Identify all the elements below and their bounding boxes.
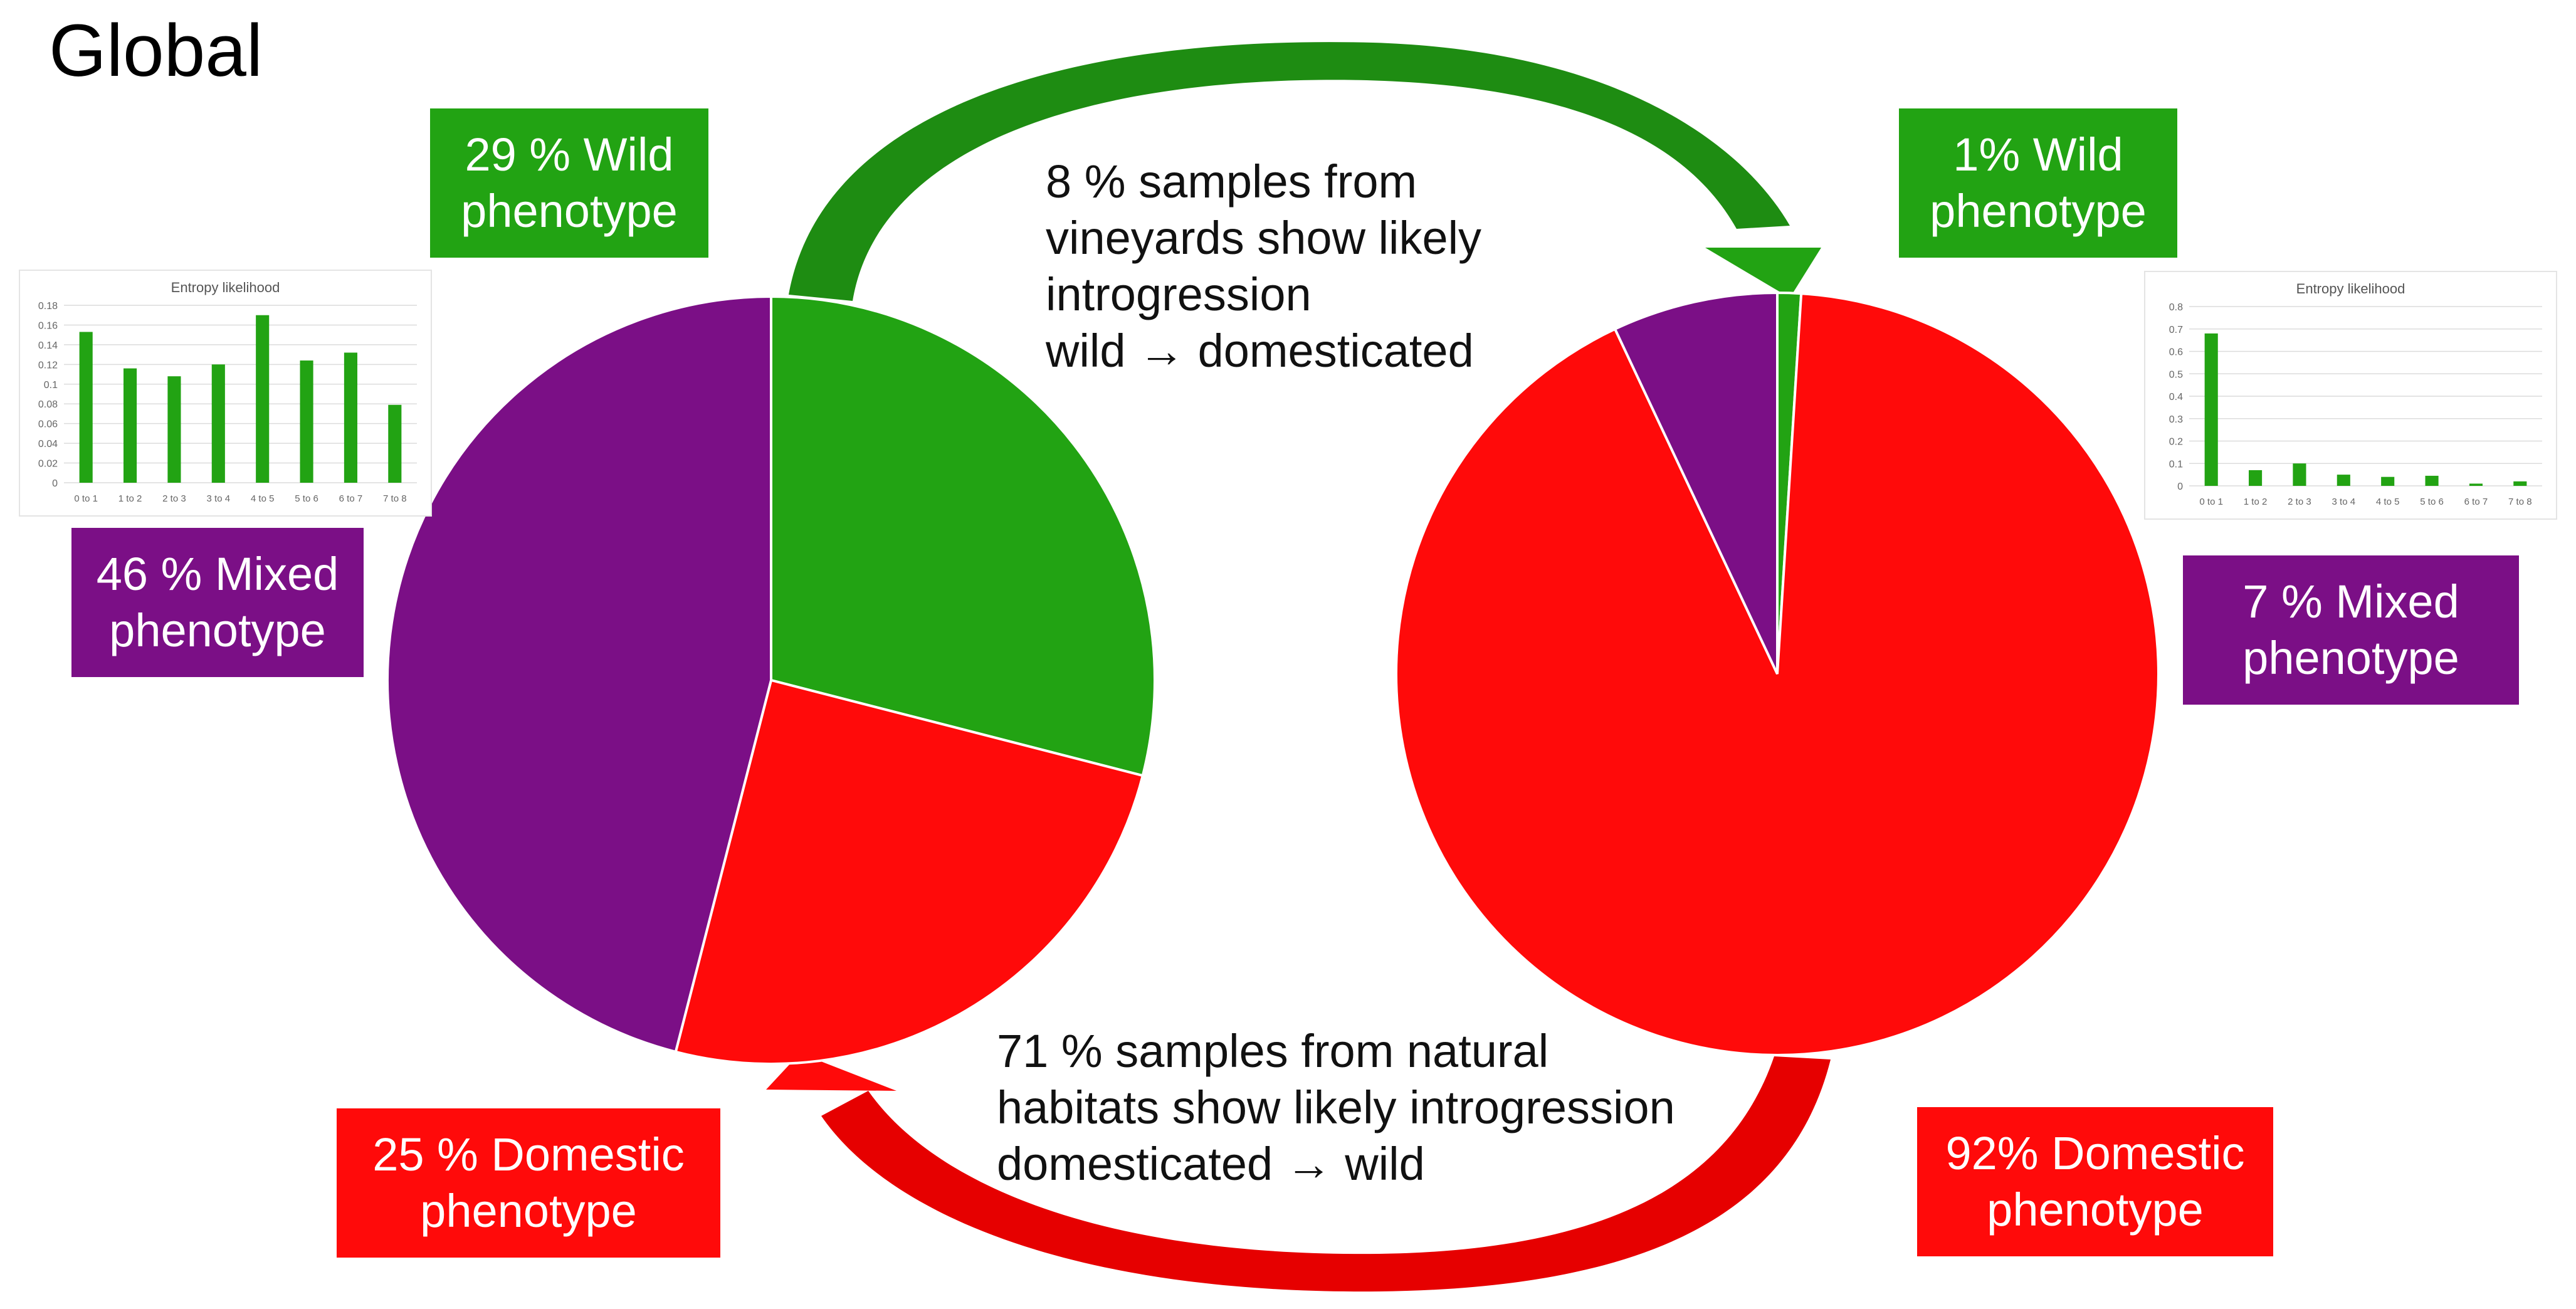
note-line: introgression <box>1046 268 1312 320</box>
label-line: 29 % Wild <box>465 129 674 181</box>
bar-7-to-8 <box>2513 481 2527 486</box>
bar-5-to-6 <box>2425 475 2439 486</box>
pie-chart-vineyards <box>1395 291 2160 1056</box>
arrow-top-body <box>789 42 1790 301</box>
x-tick-label: 7 to 8 <box>383 493 407 504</box>
label-line: phenotype <box>1930 185 2147 237</box>
label-line: 46 % Mixed <box>96 548 339 600</box>
x-tick-label: 3 to 4 <box>207 493 231 504</box>
x-tick-label: 1 to 2 <box>2244 497 2268 507</box>
bar-1-to-2 <box>124 368 137 483</box>
y-tick-label: 0.8 <box>2169 302 2183 313</box>
pie-slice-mixed-phenotype <box>1613 291 1779 675</box>
y-tick-label: 0 <box>2177 481 2183 492</box>
y-tick-label: 0.5 <box>2169 369 2183 380</box>
y-tick-label: 0.18 <box>38 301 58 312</box>
x-tick-label: 4 to 5 <box>2376 497 2400 507</box>
figure-title: Global <box>49 9 263 92</box>
y-tick-label: 0.3 <box>2169 414 2183 425</box>
y-tick-label: 0.16 <box>38 320 58 331</box>
y-tick-label: 0.14 <box>38 340 58 351</box>
note-line: vineyards show likely <box>1046 212 1482 264</box>
note-line: wild → domesticated <box>1046 325 1474 377</box>
pie-slice-mixed-phenotype <box>386 295 772 1054</box>
bar-7-to-8 <box>388 404 402 483</box>
right-domestic-label: 92% Domestic phenotype <box>1917 1107 2273 1256</box>
label-line: 25 % Domestic <box>372 1128 685 1180</box>
right-wild-label: 1% Wild phenotype <box>1899 108 2177 258</box>
note-line: habitats show likely introgression <box>997 1081 1675 1133</box>
bar-5-to-6 <box>300 360 313 483</box>
bar-0-to-1 <box>2204 333 2218 486</box>
label-line: phenotype <box>2242 632 2459 684</box>
y-tick-label: 0.08 <box>38 399 58 410</box>
note-line: 8 % samples from <box>1046 155 1417 208</box>
x-tick-label: 2 to 3 <box>162 493 186 504</box>
x-tick-label: 0 to 1 <box>74 493 98 504</box>
pie-slice-domestic-phenotype <box>1395 292 2160 1056</box>
label-line: phenotype <box>420 1185 637 1237</box>
entropy-chart-left: Entropy likelihood 0 0.02 0.04 0.06 0.08 0.1 0.… <box>19 270 432 517</box>
x-tick-label: 1 to 2 <box>118 493 142 504</box>
note-line: 71 % samples from natural <box>997 1025 1549 1077</box>
bar-2-to-3 <box>167 376 181 483</box>
x-tick-label: 6 to 7 <box>339 493 363 504</box>
bar-6-to-7 <box>2469 483 2483 486</box>
y-tick-label: 0.12 <box>38 360 58 371</box>
bar-2-to-3 <box>2293 463 2306 486</box>
y-tick-label: 0 <box>52 478 58 489</box>
left-domestic-label: 25 % Domestic phenotype <box>337 1108 720 1258</box>
y-tick-label: 0.1 <box>44 380 58 391</box>
arrow-top-head <box>1705 248 1821 298</box>
x-tick-label: 3 to 4 <box>2332 497 2356 507</box>
x-tick-label: 4 to 5 <box>251 493 275 504</box>
y-tick-label: 0.7 <box>2169 325 2183 335</box>
bar-6-to-7 <box>344 352 357 483</box>
mini-chart-title: Entropy likelihood <box>2296 281 2405 297</box>
x-tick-label: 2 to 3 <box>2288 497 2311 507</box>
x-tick-label: 7 to 8 <box>2508 497 2532 507</box>
label-line: 1% Wild <box>1953 129 2123 181</box>
y-tick-label: 0.6 <box>2169 347 2183 358</box>
label-line: phenotype <box>109 604 326 656</box>
note-line: domesticated → wild <box>997 1138 1425 1190</box>
bar-0-to-1 <box>79 332 93 483</box>
x-tick-label: 0 to 1 <box>2199 497 2223 507</box>
y-tick-label: 0.4 <box>2169 392 2183 402</box>
arrow-bottom-body <box>821 1056 1831 1292</box>
pie-slice-wild-phenotype <box>770 295 1156 777</box>
bar-3-to-4 <box>211 364 225 483</box>
y-tick-label: 0.04 <box>38 439 58 449</box>
note-natural-habitats-introgression: 71 % samples from natural habitats show … <box>997 1023 1675 1192</box>
label-line: 92% Domestic <box>1945 1127 2245 1179</box>
label-line: 7 % Mixed <box>2242 576 2459 628</box>
x-tick-label: 5 to 6 <box>2420 497 2444 507</box>
arrow-wild-to-domesticated <box>789 42 1821 301</box>
x-tick-label: 5 to 6 <box>295 493 318 504</box>
y-tick-label: 0.06 <box>38 419 58 430</box>
mini-chart-title: Entropy likelihood <box>171 280 280 295</box>
y-tick-label: 0.1 <box>2169 459 2183 470</box>
pie-chart-natural-habitats <box>386 295 1156 1065</box>
right-mixed-label: 7 % Mixed phenotype <box>2183 555 2519 705</box>
label-line: phenotype <box>1987 1184 2204 1236</box>
left-wild-label: 29 % Wild phenotype <box>430 108 708 258</box>
note-vineyards-introgression: 8 % samples from vineyards show likely i… <box>1046 154 1481 379</box>
x-tick-label: 6 to 7 <box>2464 497 2488 507</box>
left-mixed-label: 46 % Mixed phenotype <box>71 528 364 677</box>
bar-1-to-2 <box>2249 470 2263 486</box>
pie-slice-domestic-phenotype <box>674 678 1145 1065</box>
label-line: phenotype <box>461 185 678 237</box>
y-tick-label: 0.2 <box>2169 437 2183 448</box>
bar-3-to-4 <box>2337 475 2350 486</box>
y-tick-label: 0.02 <box>38 459 58 470</box>
bar-4-to-5 <box>256 315 270 483</box>
entropy-chart-right: Entropy likelihood 0 0.1 0.2 0.3 0.4 0.5 0.6 0.7… <box>2144 271 2557 520</box>
bar-4-to-5 <box>2381 476 2395 486</box>
entropy-chart-right-svg: Entropy likelihood 0 0.1 0.2 0.3 0.4 0.5 0.6 0.7… <box>2169 281 2542 507</box>
entropy-chart-left-svg: Entropy likelihood 0 0.02 0.04 0.06 0.08 0.1 0.… <box>38 280 417 504</box>
